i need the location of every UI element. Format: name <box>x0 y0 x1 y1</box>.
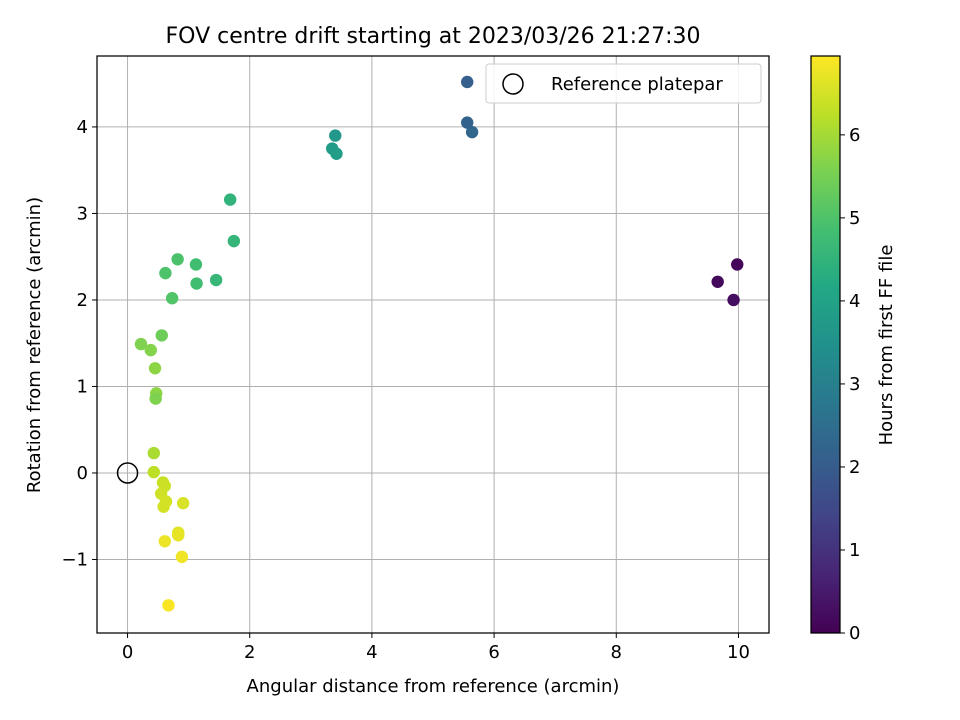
data-point <box>158 535 172 548</box>
data-point <box>175 550 189 564</box>
data-point <box>330 147 343 160</box>
data-point <box>727 293 740 307</box>
data-point <box>190 277 203 290</box>
data-point <box>329 129 342 142</box>
data-point <box>149 392 162 405</box>
colorbar-label: Hours from first FF file <box>876 245 897 446</box>
data-point <box>157 500 170 513</box>
y-tick-label: 1 <box>77 376 88 397</box>
data-point <box>711 275 724 288</box>
colorbar-tick-label: 1 <box>849 540 860 561</box>
data-point <box>147 465 161 479</box>
data-point <box>148 362 162 375</box>
data-point <box>165 292 179 305</box>
colorbar-tick-label: 6 <box>849 125 860 146</box>
data-point <box>227 234 241 248</box>
colorbar-tick-label: 5 <box>849 208 860 229</box>
reference-platepar-marker <box>116 462 139 484</box>
x-axis-label: Angular distance from reference (arcmin) <box>247 676 620 697</box>
legend-label: Reference platepar <box>551 74 723 95</box>
data-point <box>465 125 479 139</box>
legend: Reference platepar <box>485 63 762 104</box>
x-tick-label: 4 <box>366 642 377 663</box>
data-point <box>209 273 223 287</box>
grid-lines <box>97 56 769 633</box>
y-tick-label: 4 <box>77 117 88 138</box>
colorbar-tick-label: 2 <box>849 457 860 478</box>
y-tick-label: 3 <box>77 203 88 224</box>
data-point <box>171 253 184 266</box>
data-point <box>189 258 203 271</box>
x-tick-label: 10 <box>727 642 750 663</box>
y-tick-label: 0 <box>77 463 88 484</box>
x-tick-label: 6 <box>488 642 499 663</box>
data-point <box>159 266 172 280</box>
data-points <box>134 75 744 612</box>
colorbar-gradient <box>810 55 841 634</box>
y-axis-label: Rotation from reference (arcmin) <box>24 197 45 493</box>
data-point <box>731 258 744 271</box>
y-tick-label: −1 <box>61 549 88 570</box>
data-point <box>134 337 148 351</box>
colorbar-ticks: 0 1 2 3 4 5 6 <box>840 125 860 644</box>
data-point <box>176 497 190 510</box>
colorbar: 0 1 2 3 4 5 6 Hours from first FF file <box>810 55 897 644</box>
data-point <box>144 343 157 357</box>
colorbar-tick-label: 3 <box>849 374 860 395</box>
data-point <box>162 599 175 612</box>
legend-box <box>485 63 762 104</box>
x-axis-ticks: 0 2 4 6 8 10 <box>122 633 750 663</box>
colorbar-tick-label: 4 <box>849 291 860 312</box>
data-point <box>223 193 237 206</box>
chart-title: FOV centre drift starting at 2023/03/26 … <box>166 24 701 49</box>
x-tick-label: 2 <box>244 642 255 663</box>
data-point <box>155 329 168 342</box>
plot-frame <box>96 55 770 634</box>
data-point <box>172 529 185 542</box>
x-tick-label: 8 <box>611 642 622 663</box>
x-tick-label: 0 <box>122 642 133 663</box>
y-axis-ticks: −1 0 1 2 3 4 <box>61 117 97 570</box>
colorbar-tick-label: 0 <box>849 623 860 644</box>
data-point <box>461 75 474 89</box>
data-point <box>461 116 474 129</box>
data-point <box>147 446 161 460</box>
legend-reference-icon <box>502 73 524 95</box>
y-tick-label: 2 <box>77 290 88 311</box>
